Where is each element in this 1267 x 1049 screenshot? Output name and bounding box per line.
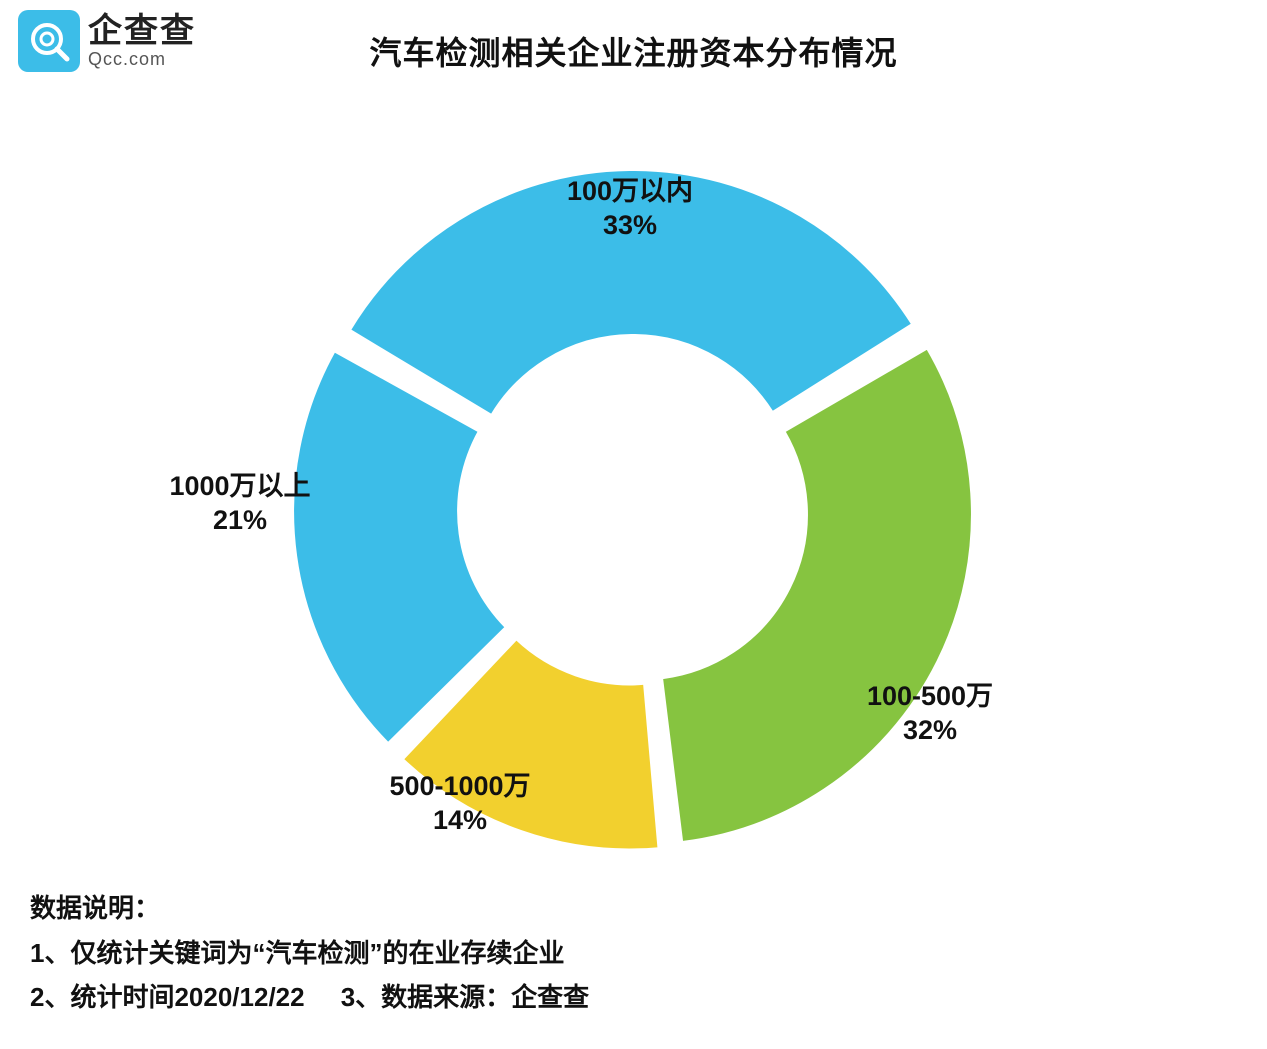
notes-heading: 数据说明： — [30, 886, 589, 930]
slice-label-100to500: 100-500万32% — [820, 680, 1040, 748]
slice-label-500to1000: 500-1000万14% — [350, 770, 570, 838]
data-notes: 数据说明： 1、仅统计关键词为“汽车检测”的在业存续企业 2、统计时间2020/… — [30, 886, 589, 1019]
slice-label-percent: 14% — [350, 804, 570, 838]
notes-line-2: 2、统计时间2020/12/22 3、数据来源：企查查 — [30, 975, 589, 1019]
slice-label-under100: 100万以内33% — [520, 175, 740, 243]
notes-line-1: 1、仅统计关键词为“汽车检测”的在业存续企业 — [30, 931, 589, 975]
slice-label-percent: 33% — [520, 209, 740, 243]
slice-label-name: 100万以内 — [520, 175, 740, 209]
notes-line-2b: 3、数据来源：企查查 — [341, 982, 589, 1012]
slice-label-name: 500-1000万 — [350, 770, 570, 804]
chart-title: 汽车检测相关企业注册资本分布情况 — [0, 28, 1267, 74]
donut-chart: 100万以内33% 100-500万32% 500-1000万14% 1000万以上2… — [0, 90, 1267, 890]
slice-label-name: 100-500万 — [820, 680, 1040, 714]
slice-label-over1000: 1000万以上21% — [130, 470, 350, 538]
slice-label-percent: 32% — [820, 714, 1040, 748]
slice-label-name: 1000万以上 — [130, 470, 350, 504]
slice-label-percent: 21% — [130, 504, 350, 538]
notes-line-2a: 2、统计时间2020/12/22 — [30, 982, 305, 1012]
donut-slice-100to500 — [662, 348, 972, 842]
